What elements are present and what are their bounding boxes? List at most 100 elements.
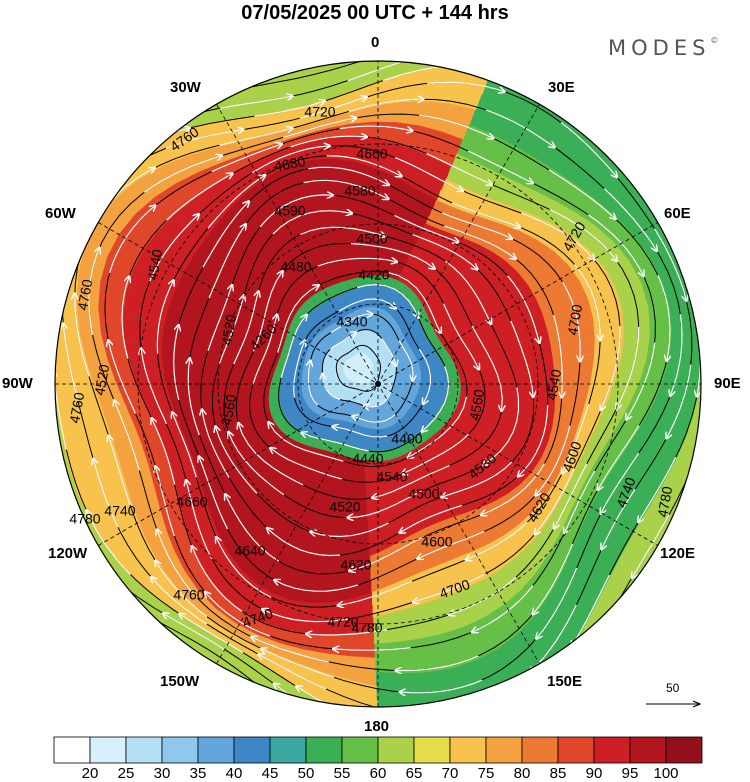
field-cell	[358, 368, 373, 372]
field-cell	[354, 366, 359, 369]
field-cell	[358, 368, 362, 371]
wind-vector	[535, 468, 575, 535]
colorbar-swatch	[485, 736, 523, 764]
field-cell	[357, 368, 359, 372]
parallel-line	[137, 143, 619, 625]
colorbar-tick-label: 20	[81, 765, 99, 782]
field-cell	[358, 356, 369, 369]
colorbar-swatch	[125, 736, 163, 764]
colorbar-tick-label: 65	[405, 765, 423, 782]
contour-label: 4620	[340, 557, 371, 573]
contour-label: 4540	[376, 469, 407, 485]
contour-label: 4580	[344, 183, 375, 199]
colorbar-swatch	[53, 736, 91, 764]
field-cell	[358, 368, 362, 369]
wind-vector	[300, 226, 385, 236]
wind-vector	[471, 325, 502, 411]
colorbar-tick-label: 30	[153, 765, 171, 782]
wind-vector	[216, 426, 258, 494]
wind-vector	[306, 629, 388, 635]
field-cell	[358, 366, 362, 369]
lon-label-180: 180	[364, 718, 390, 735]
field-cell	[358, 368, 362, 372]
wind-vector	[192, 546, 243, 612]
lon-label-90e: 90E	[714, 375, 741, 392]
wind-vector	[86, 511, 131, 576]
contour-label: 4520	[91, 363, 112, 397]
wind-vector	[220, 96, 292, 109]
contour-label: 4780	[351, 620, 382, 636]
vector-scale-label: 50	[666, 681, 680, 695]
wind-vector	[35, 377, 43, 456]
contour-label: 4540	[144, 248, 165, 282]
wind-vector	[303, 179, 389, 199]
wind-vector	[166, 174, 233, 221]
wind-vector	[352, 413, 397, 423]
colorbar-swatch	[377, 736, 415, 764]
wind-vector	[63, 324, 79, 401]
wind-vector	[179, 614, 244, 654]
wind-vector	[199, 456, 229, 530]
wind-vector	[290, 136, 367, 148]
wind-vector	[472, 585, 534, 632]
field-cell	[358, 368, 373, 373]
wind-vector	[598, 425, 640, 489]
wind-vector	[252, 271, 283, 352]
wind-vector	[254, 101, 325, 117]
field-cell	[358, 368, 366, 384]
wind-vector	[188, 358, 200, 436]
wind-vector	[398, 340, 413, 381]
wind-vector	[418, 348, 431, 404]
colorbar-swatch	[233, 736, 271, 764]
field-cell	[358, 368, 371, 381]
wind-vector	[387, 271, 440, 333]
wind-vector	[302, 433, 369, 452]
field-cell	[358, 368, 361, 373]
field-cell	[343, 367, 359, 369]
wind-vector	[205, 592, 271, 637]
contour-label: 4540	[543, 368, 564, 402]
wind-vector	[413, 573, 486, 602]
wind-vector	[444, 225, 516, 259]
field-cell	[352, 368, 359, 382]
wind-vector	[109, 206, 156, 274]
wind-vector	[202, 410, 230, 478]
field-cell	[358, 368, 361, 373]
wind-vector	[601, 326, 621, 410]
wind-vector	[151, 577, 208, 625]
colorbar-tick-label: 55	[333, 765, 351, 782]
parallel-line	[297, 303, 459, 465]
copyright-mark: ©	[710, 36, 719, 45]
field-cell	[358, 365, 362, 369]
field-cell	[358, 363, 360, 369]
wind-vector	[55, 220, 69, 304]
wind-vector	[348, 490, 422, 517]
contour-label: 4780	[654, 485, 675, 519]
field-cell	[356, 368, 359, 372]
height-contour	[173, 166, 581, 592]
wind-vector	[155, 561, 208, 618]
wind-vector	[156, 280, 173, 354]
field-cell	[358, 368, 372, 378]
contour-label: 4590	[274, 203, 305, 219]
contour-label: 4720	[304, 104, 335, 120]
wind-vector	[152, 418, 176, 485]
wind-vector	[483, 387, 520, 465]
field-cell	[358, 368, 373, 375]
field-cell	[358, 367, 374, 369]
field-cell	[355, 365, 359, 369]
field-cell	[354, 368, 359, 383]
field-cell	[358, 362, 373, 369]
field-cell	[358, 365, 362, 369]
wind-vector	[274, 580, 359, 592]
wind-vector	[308, 166, 389, 185]
contour-label: 4480	[280, 259, 311, 275]
field-cell	[355, 365, 359, 369]
wind-vector	[333, 427, 388, 438]
wind-vector	[55, 232, 57, 312]
wind-vector	[108, 340, 137, 414]
field-cell	[358, 367, 363, 369]
contour-label: 4700	[564, 303, 585, 337]
lon-label-30w: 30W	[170, 79, 201, 96]
colorbar-swatch	[665, 736, 703, 764]
